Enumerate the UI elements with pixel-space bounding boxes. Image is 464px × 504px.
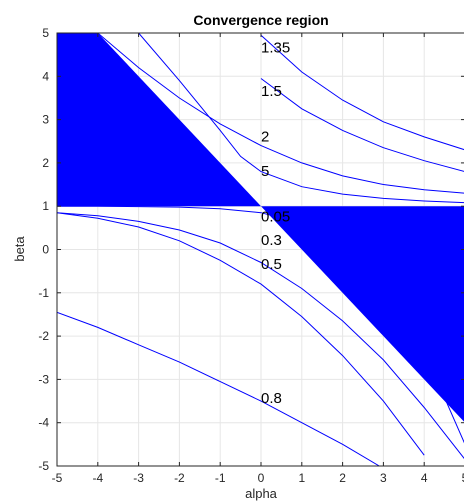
x-tick-label: 5 bbox=[462, 471, 464, 485]
y-tick-label: -1 bbox=[38, 286, 49, 300]
x-tick-label: 1 bbox=[298, 471, 305, 485]
contour-line bbox=[260, 78, 464, 172]
contour-line bbox=[57, 212, 425, 456]
contour-label: 5 bbox=[261, 163, 269, 180]
y-tick-label: -4 bbox=[38, 416, 49, 430]
contour-line bbox=[57, 212, 464, 460]
y-tick-label: 4 bbox=[42, 69, 49, 83]
convergence-regions bbox=[57, 33, 464, 422]
x-tick-label: -5 bbox=[52, 471, 63, 485]
contour-label: 0.05 bbox=[261, 208, 290, 225]
x-axis-ticks: -5 -4 -3 -2 -1 0 1 2 3 4 5 bbox=[52, 33, 464, 485]
convergence-region bbox=[57, 33, 261, 207]
contour-label: 0.8 bbox=[261, 390, 282, 407]
contour-line bbox=[57, 205, 464, 444]
y-tick-label: 0 bbox=[42, 243, 49, 257]
y-tick-label: 1 bbox=[42, 199, 49, 213]
contour-labels: 1.35 1.5 2 5 0.05 0.3 0.5 0.8 bbox=[261, 39, 290, 407]
x-tick-label: -4 bbox=[92, 471, 103, 485]
x-tick-label: 0 bbox=[258, 471, 265, 485]
contour-line bbox=[57, 311, 380, 466]
y-tick-label: -5 bbox=[38, 459, 49, 473]
y-tick-label: 3 bbox=[42, 113, 49, 127]
x-tick-label: -3 bbox=[133, 471, 144, 485]
contour-curves bbox=[57, 33, 464, 466]
y-axis-ticks: 5 4 3 2 1 0 -1 -2 -3 -4 -5 bbox=[38, 26, 464, 473]
y-tick-label: -3 bbox=[38, 372, 49, 386]
y-tick-label: 2 bbox=[42, 156, 49, 170]
y-tick-label: -2 bbox=[38, 329, 49, 343]
contour-line bbox=[138, 33, 464, 204]
contour-label: 2 bbox=[261, 128, 269, 145]
x-tick-label: 4 bbox=[421, 471, 428, 485]
contour-line bbox=[97, 33, 464, 194]
contour-label: 1.5 bbox=[261, 83, 282, 100]
x-tick-label: -1 bbox=[215, 471, 226, 485]
x-tick-label: 3 bbox=[380, 471, 387, 485]
x-tick-label: 2 bbox=[339, 471, 346, 485]
x-axis-label: alpha bbox=[245, 486, 278, 501]
contour-label: 1.35 bbox=[261, 39, 290, 56]
contour-line bbox=[260, 34, 464, 151]
chart-title: Convergence region bbox=[193, 12, 328, 28]
contour-label: 0.5 bbox=[261, 256, 282, 273]
x-tick-label: -2 bbox=[174, 471, 185, 485]
convergence-region bbox=[261, 206, 464, 422]
contour-label: 0.3 bbox=[261, 232, 282, 249]
y-axis-label: beta bbox=[12, 236, 27, 262]
y-tick-label: 5 bbox=[42, 26, 49, 40]
